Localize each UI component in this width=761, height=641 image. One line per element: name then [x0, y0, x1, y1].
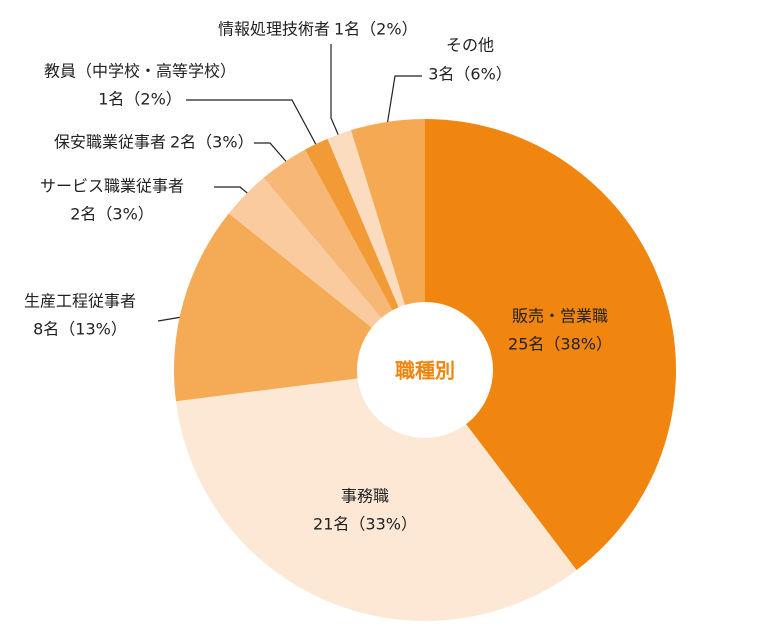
- leader-line: [385, 75, 422, 133]
- slice: [175, 370, 577, 621]
- slice-label: 教員（中学校・高等学校）: [44, 62, 236, 81]
- value-label: 8名（13%）: [33, 320, 127, 339]
- slice: [228, 177, 425, 370]
- slice: [425, 119, 677, 571]
- center-title: 職種別: [395, 359, 455, 383]
- leader-line: [330, 44, 342, 142]
- value-label: 1名（2%）: [334, 20, 418, 39]
- slice-label: サービス職業従事者: [40, 177, 184, 196]
- value-label: 2名（3%）: [170, 133, 254, 152]
- value-label: 2名（3%）: [70, 205, 154, 224]
- slice-label: 保安職業従事者: [54, 133, 166, 152]
- slice-label: 情報処理技術者: [218, 20, 330, 39]
- value-label: 1名（2%）: [98, 90, 182, 109]
- slice: [263, 149, 425, 370]
- leader-line: [186, 99, 321, 153]
- slice-label: 販売・営業職: [512, 307, 608, 326]
- value-label: 21名（33%）: [313, 515, 417, 534]
- leader-line: [254, 142, 291, 167]
- slice-label: 事務職: [341, 487, 389, 506]
- value-label: 3名（6%）: [428, 65, 512, 84]
- donut-hole: [357, 302, 493, 438]
- slice-label: その他: [446, 36, 494, 55]
- leader-lines: [157, 44, 422, 322]
- slice-label: 生産工程従事者: [24, 292, 136, 311]
- value-label: 25名（38%）: [508, 335, 612, 354]
